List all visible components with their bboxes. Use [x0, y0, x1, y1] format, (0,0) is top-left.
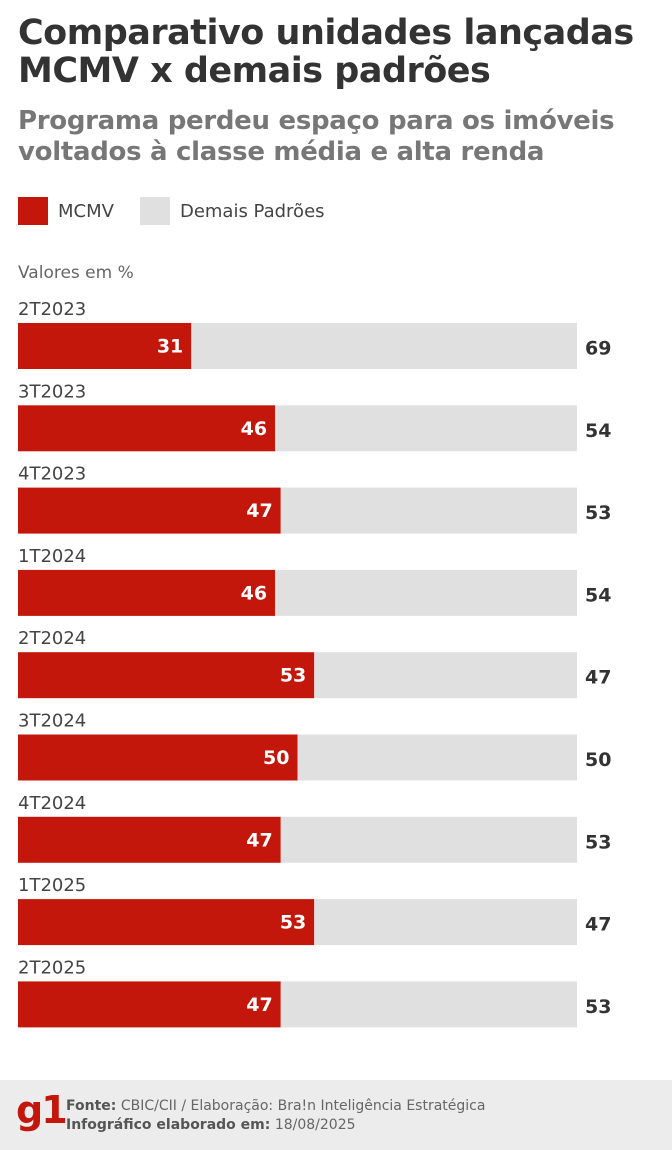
- bar-segment: [280, 816, 577, 863]
- bar-segment: [18, 569, 276, 616]
- bar-segment: [18, 981, 281, 1028]
- bar-segment: [18, 816, 281, 863]
- bar-segment: [18, 405, 276, 452]
- bar-segment: [18, 487, 281, 534]
- bar-segment: [191, 323, 578, 369]
- category-label: 4T2024: [18, 793, 86, 814]
- logo: g1: [16, 1088, 68, 1132]
- source-line: Fonte: CBIC/CII / Elaboração: Bra!n Inte…: [66, 1098, 485, 1114]
- category-label: 1T2024: [18, 546, 86, 567]
- footer: g1 Fonte: CBIC/CII / Elaboração: Bra!n I…: [0, 1080, 672, 1150]
- bar-segment: [18, 652, 315, 699]
- legend-swatch: [139, 197, 170, 225]
- value-label: 47: [246, 500, 272, 522]
- value-label: 31: [157, 336, 183, 358]
- legend-label: MCMV: [58, 201, 115, 222]
- category-label: 3T2024: [18, 711, 86, 732]
- bar-segment: [18, 899, 315, 946]
- source-label: Fonte:: [66, 1098, 117, 1114]
- value-label: 46: [241, 582, 267, 604]
- value-label: 47: [246, 829, 272, 851]
- chart-subtitle: Programa perdeu espaço para os imóveis v…: [18, 106, 615, 167]
- source: CBIC/CII / Elaboração: Bra!n Inteligênci…: [120, 1098, 486, 1114]
- date: 18/08/2025: [274, 1117, 356, 1133]
- bar-segment: [280, 487, 577, 534]
- category-label: 2T2025: [18, 957, 86, 978]
- value-label: 47: [585, 914, 611, 936]
- bar-segment: [275, 405, 577, 452]
- bar-segment: [297, 734, 577, 781]
- date-line: Infográfico elaborado em: 18/08/2025: [66, 1117, 356, 1133]
- value-label: 53: [585, 502, 611, 524]
- category-label: 2T2024: [18, 628, 86, 649]
- axis-note: Valores em %: [18, 263, 134, 283]
- date-label: Infográfico elaborado em:: [66, 1117, 271, 1133]
- value-label: 53: [280, 912, 306, 934]
- category-label: 1T2025: [18, 875, 86, 896]
- value-label: 53: [280, 665, 306, 687]
- value-label: 50: [585, 749, 611, 771]
- bar-segment: [18, 323, 192, 369]
- value-label: 50: [263, 747, 289, 769]
- value-label: 54: [585, 420, 611, 442]
- legend-swatch: [18, 197, 48, 225]
- bar-segment: [314, 899, 577, 946]
- value-label: 47: [585, 667, 611, 689]
- bar-segment: [314, 652, 577, 699]
- category-label: 4T2023: [18, 464, 86, 485]
- legend-label: Demais Padrões: [180, 201, 325, 222]
- value-label: 46: [241, 418, 267, 440]
- bar-segment: [280, 981, 577, 1028]
- bar-segment: [275, 569, 577, 616]
- value-label: 47: [246, 994, 272, 1016]
- value-label: 53: [585, 831, 611, 853]
- chart: MCMV Demais Padrões Valores em % 2T2023 31 69…: [18, 197, 611, 1028]
- value-label: 54: [585, 584, 611, 606]
- value-label: 69: [585, 338, 611, 360]
- value-label: 53: [585, 996, 611, 1018]
- chart-title: Comparativo unidades lançadas MCMV x dem…: [18, 13, 634, 91]
- bar-segment: [18, 734, 298, 781]
- category-label: 2T2023: [18, 299, 86, 320]
- category-label: 3T2023: [18, 381, 86, 402]
